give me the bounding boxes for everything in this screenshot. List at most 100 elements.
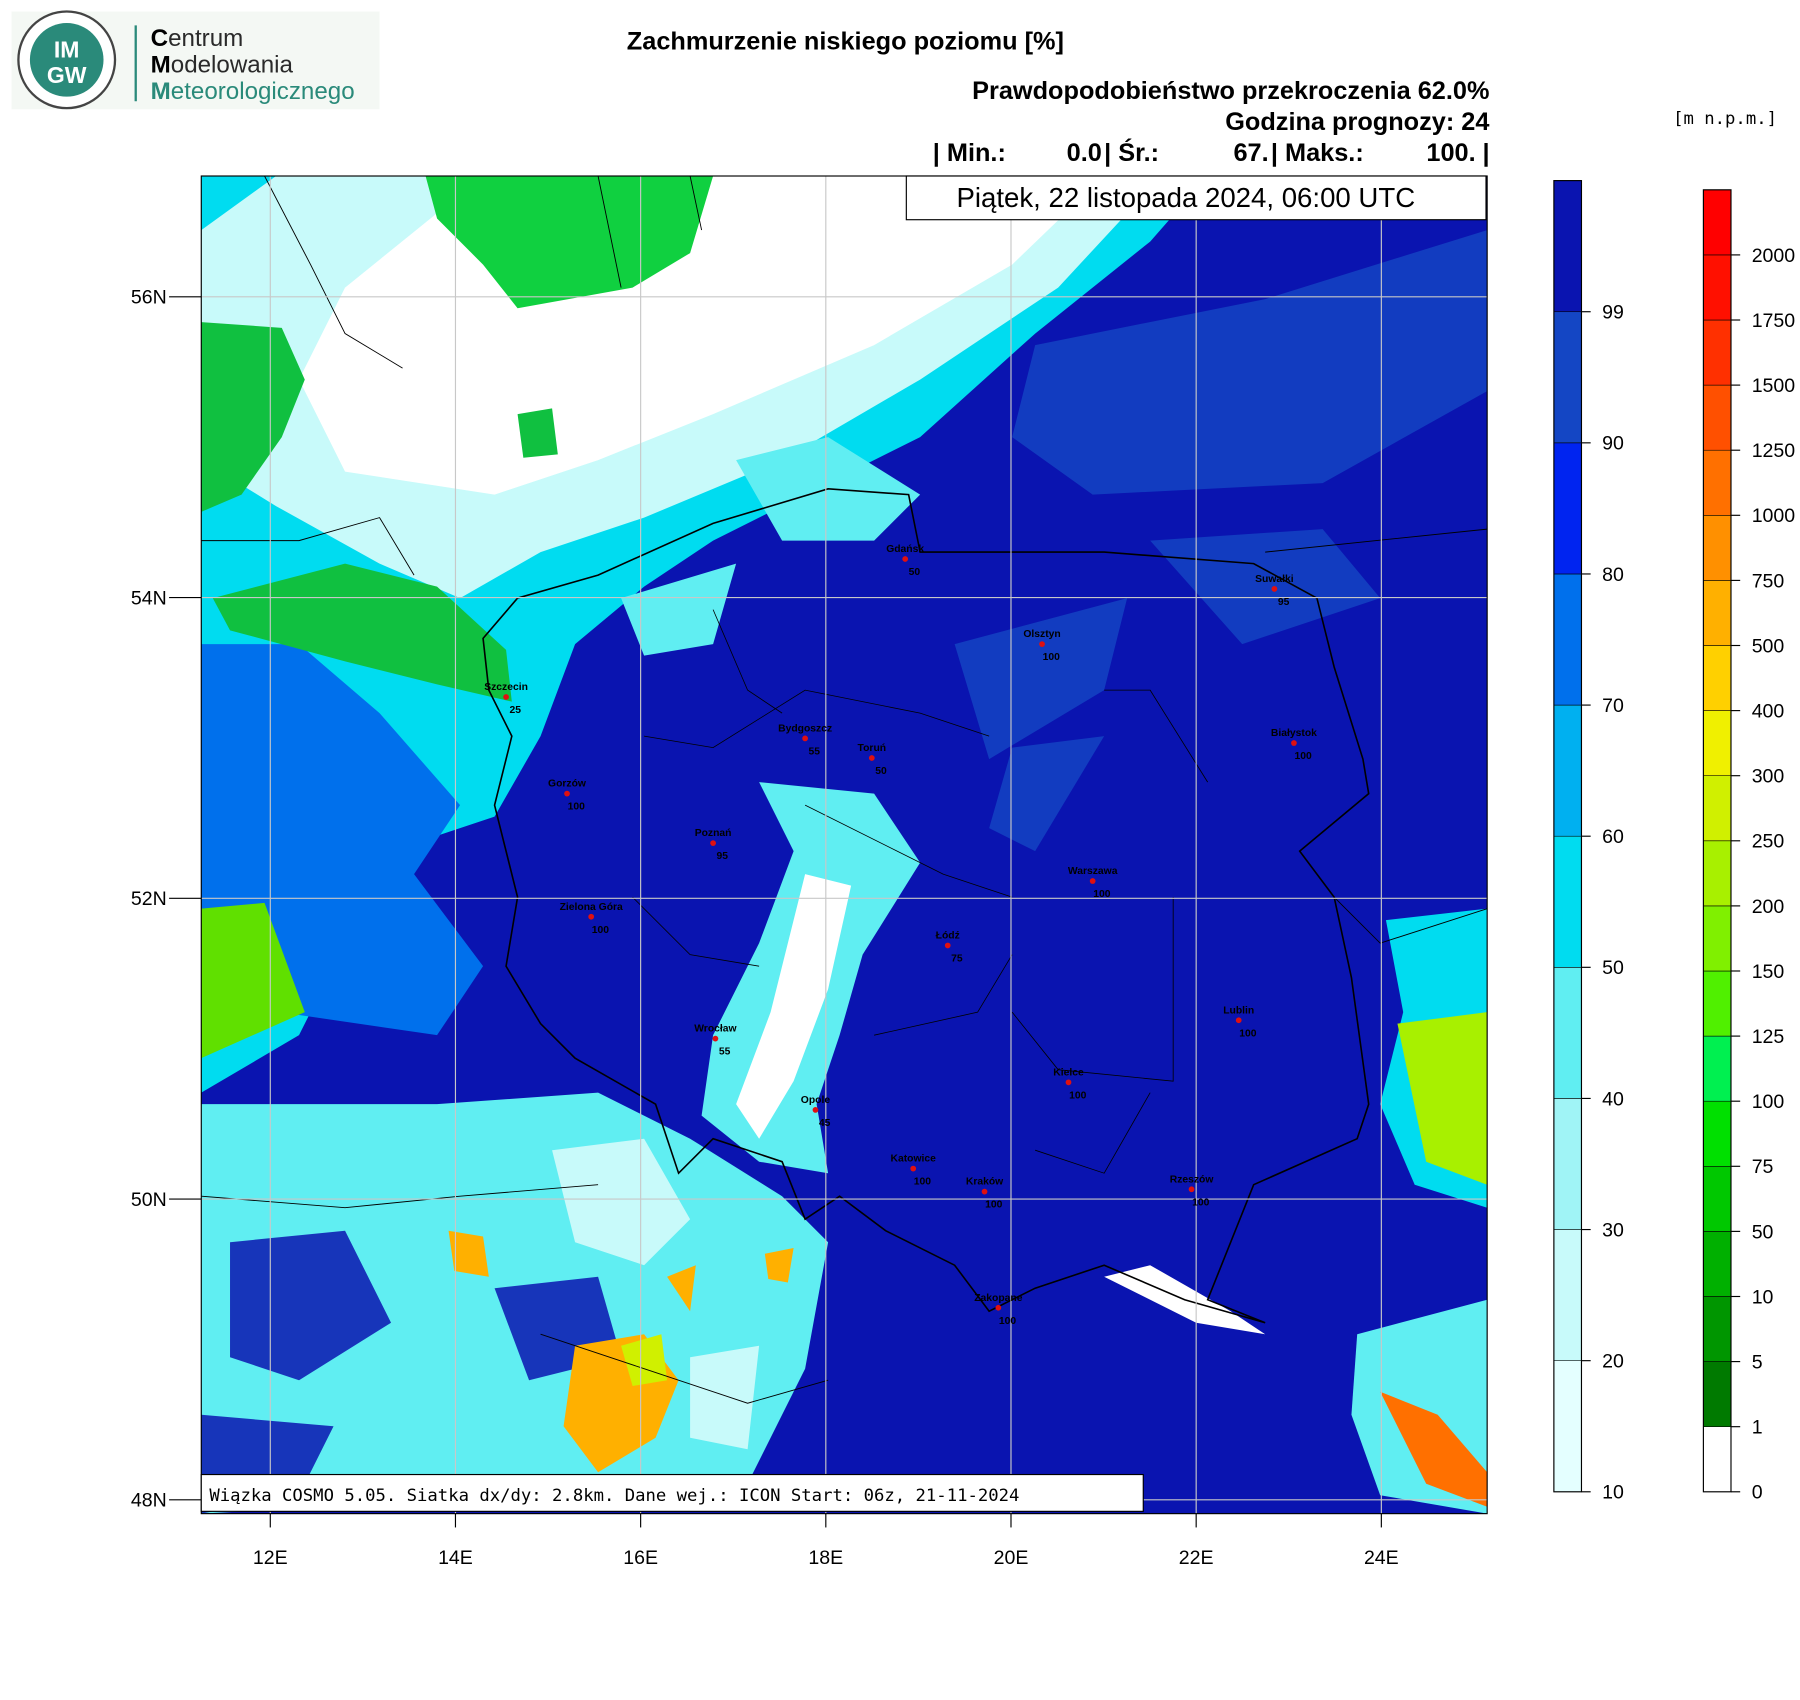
- city-value: 45: [819, 1118, 831, 1129]
- city-value: 100: [568, 802, 586, 813]
- lon-tick-label: 18E: [808, 1547, 843, 1569]
- lat-tick-label: 56N: [131, 287, 167, 309]
- colorbar-label: 90: [1602, 433, 1624, 455]
- terrain-colorbar: 0 1 5 10 50 75 100 125 150 200 250 300 400 500 750 1000…: [1702, 189, 1796, 1504]
- city-value: 95: [717, 851, 729, 862]
- stat-label: | Śr.:: [1104, 137, 1159, 167]
- city-dot: [1235, 1017, 1242, 1024]
- colorbar-frame: [1553, 180, 1583, 1493]
- logo-line: Centrum: [151, 25, 244, 52]
- city-name: Toruń: [858, 743, 887, 754]
- colorbar-label: 1750: [1752, 310, 1796, 332]
- city-name: Kraków: [966, 1177, 1004, 1188]
- colorbar-segment: [1703, 1296, 1732, 1362]
- city-value: 25: [510, 705, 522, 716]
- field-sw-light: [552, 1138, 760, 1450]
- city-dot: [902, 556, 909, 562]
- colorbar-segment: [1703, 1100, 1732, 1167]
- city-name: Zielona Góra: [560, 902, 623, 913]
- city-name: Poznań: [695, 828, 732, 839]
- city-dot: [981, 1188, 988, 1195]
- colorbar-label: 10: [1602, 1482, 1624, 1504]
- colorbar-label: 500: [1752, 635, 1785, 657]
- logo-rest: eteorologicznego: [171, 78, 355, 105]
- city-value: 75: [951, 954, 963, 965]
- map-frame: [200, 175, 1488, 1515]
- city-value: 100: [914, 1177, 932, 1188]
- logo-disc: [29, 23, 104, 97]
- logo-rest: entrum: [168, 25, 243, 52]
- stats: | Min.: 0.0 | Śr.: 67. | Maks.: 100. |: [933, 137, 1490, 167]
- colorbar-label: 5: [1752, 1351, 1763, 1373]
- grid: [201, 176, 1488, 1514]
- colorbar-label: 80: [1602, 564, 1624, 586]
- colorbar-label: 200: [1752, 896, 1785, 918]
- colorbar-segment: [1703, 384, 1732, 451]
- colorbar-segment: [1703, 1361, 1732, 1427]
- colorbar-segment: [1553, 442, 1582, 575]
- city-name: Katowice: [891, 1154, 937, 1165]
- border-poland: [482, 488, 1370, 1324]
- colorbar-segment: [1703, 970, 1732, 1037]
- colorbar-segment: [1703, 840, 1732, 907]
- colorbar-segment: [1553, 1098, 1582, 1230]
- logo-initial: M: [151, 51, 171, 78]
- lat-tick-label: 52N: [131, 888, 167, 910]
- colorbar-label: 1250: [1752, 440, 1796, 462]
- forecast-hour: Godzina prognozy: 24: [1225, 108, 1489, 136]
- colorbar-label: 60: [1602, 826, 1624, 848]
- city-name: Białystok: [1271, 728, 1317, 739]
- city-dot: [710, 840, 716, 846]
- colorbar-segment: [1553, 180, 1582, 313]
- colorbar-segment: [1703, 775, 1732, 842]
- colorbar-label: 2000: [1752, 245, 1796, 267]
- terrain-unit: [m n.p.m.]: [1673, 109, 1777, 129]
- colorbar-label: 50: [1752, 1221, 1774, 1243]
- city-name: Warszawa: [1068, 866, 1118, 877]
- colorbar-segment: [1703, 1166, 1732, 1232]
- cities: Gdańsk 50 Suwałki 95 Olsztyn 100 Szczecin 25 Byd…: [484, 544, 1317, 1327]
- border-line: [201, 176, 1488, 1404]
- lon-tick-label: 22E: [1179, 1547, 1214, 1569]
- colorbar-label: 750: [1752, 570, 1785, 592]
- stat-end: |: [1483, 139, 1490, 167]
- stat-label: | Maks.:: [1271, 139, 1364, 167]
- colorbar-segment: [1553, 835, 1582, 968]
- city-dot: [712, 1035, 719, 1042]
- field-sw-blue: [201, 1230, 622, 1514]
- axes: 12E 14E 16E 18E 20E 22E 24E 56N 54N 52N 50N 48N: [131, 287, 1399, 1570]
- logo-abbr-bottom: GW: [47, 62, 87, 88]
- stat-value: 0.0: [1067, 139, 1102, 167]
- field-east-green: [1397, 1012, 1488, 1185]
- city-value: 55: [719, 1047, 731, 1058]
- city-value: 100: [985, 1200, 1003, 1211]
- colorbar-label: 50: [1602, 957, 1624, 979]
- lat-tick-label: 50N: [131, 1189, 167, 1211]
- field-alps: [448, 1230, 794, 1473]
- lon-tick-label: 24E: [1364, 1547, 1399, 1569]
- colorbar-label: 10: [1752, 1286, 1774, 1308]
- colorbar-segment: [1703, 515, 1732, 581]
- logo-abbr-top: IM: [54, 37, 80, 63]
- field-carpathians: [1380, 1391, 1488, 1507]
- logo-initial: M: [151, 78, 171, 105]
- logo-rest: odelowania: [171, 51, 294, 78]
- stat-label: | Min.:: [933, 139, 1006, 167]
- colorbar-segment: [1703, 580, 1732, 646]
- colorbar-label: 1: [1752, 1417, 1763, 1439]
- city-dot: [1188, 1186, 1195, 1193]
- colorbar-label: 0: [1752, 1482, 1763, 1504]
- colorbar-segment: [1553, 311, 1582, 444]
- lon-tick-label: 20E: [994, 1547, 1029, 1569]
- city-value: 95: [1278, 597, 1290, 608]
- map-field: [201, 176, 1488, 1514]
- city-dot: [503, 694, 509, 700]
- colorbar-label: 300: [1752, 766, 1785, 788]
- field-band-core: [736, 874, 852, 1139]
- city-dot: [1291, 740, 1297, 746]
- city-dot: [564, 790, 570, 797]
- city-dot: [944, 942, 951, 949]
- colorbar-label: 400: [1752, 701, 1785, 723]
